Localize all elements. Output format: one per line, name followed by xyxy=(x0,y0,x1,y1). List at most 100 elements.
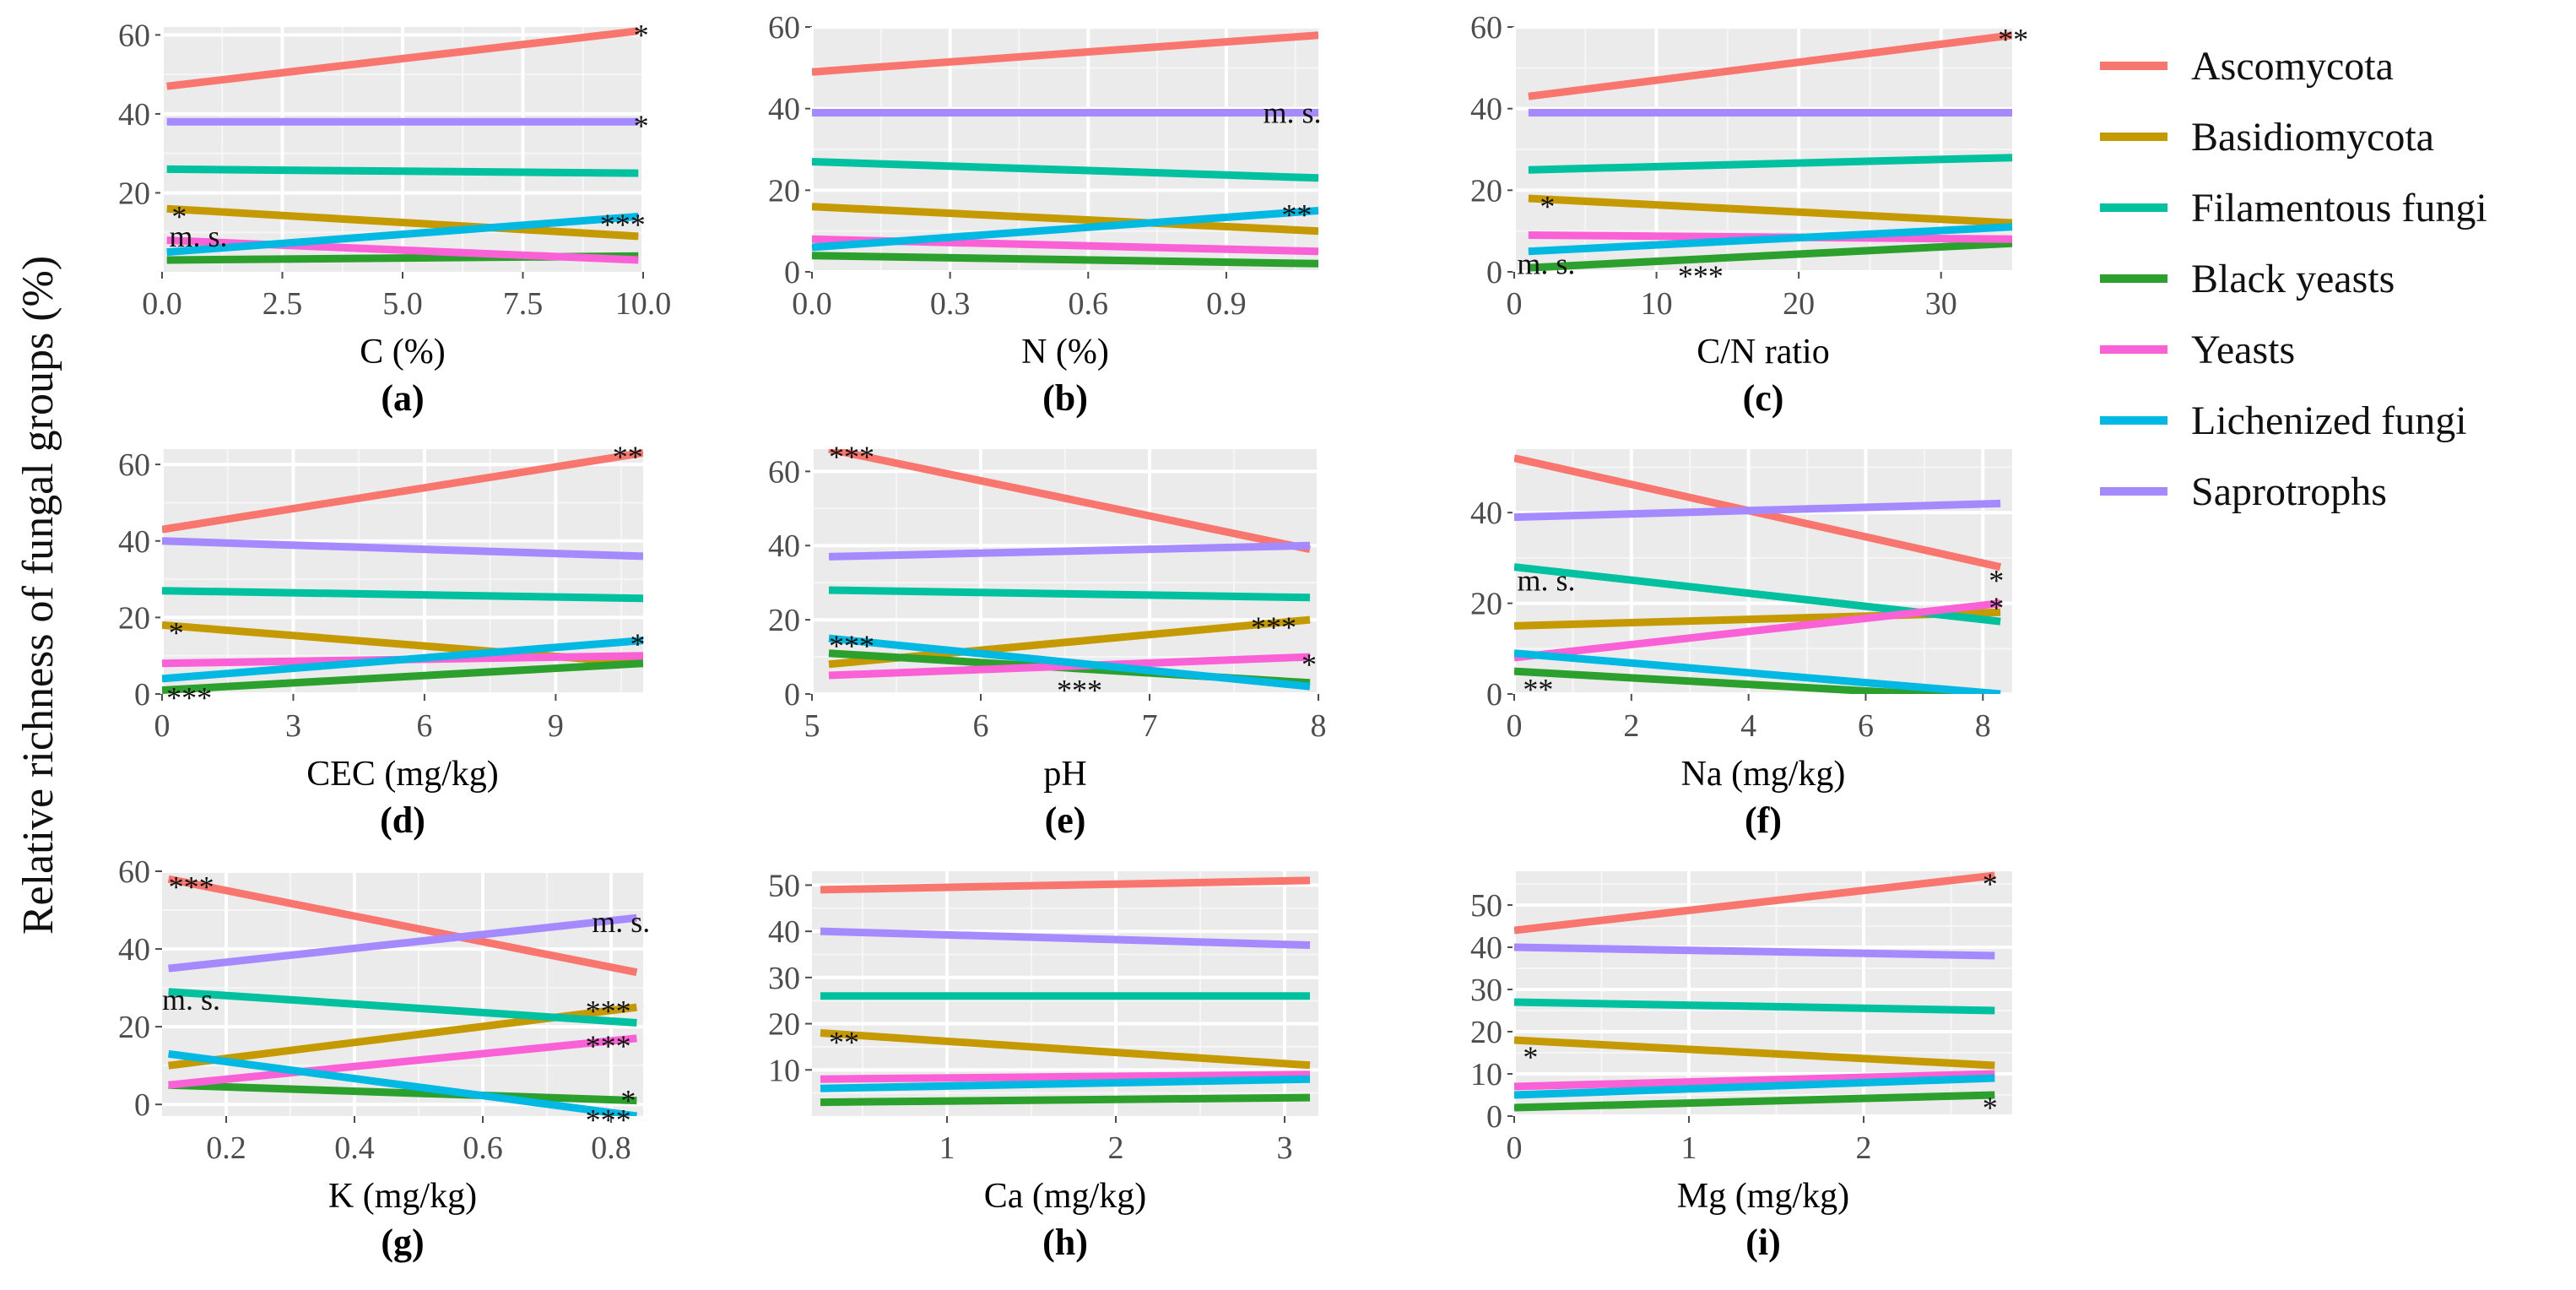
panel-label: (i) xyxy=(1745,1222,1781,1263)
legend-label: Lichenized fungi xyxy=(2191,398,2467,443)
y-tick-label: 20 xyxy=(118,176,150,211)
x-tick-label: 1 xyxy=(939,1130,955,1166)
series-line-yeasts xyxy=(168,1034,637,1089)
y-tick-label: 40 xyxy=(118,97,150,133)
significance-annotation: *** xyxy=(166,681,212,715)
y-tick-label: 40 xyxy=(118,932,150,968)
significance-annotation: ** xyxy=(1281,198,1312,231)
series-line-lichenized-fungi xyxy=(168,1049,637,1116)
x-tick-label: 9 xyxy=(548,708,564,744)
significance-annotation: ** xyxy=(1998,23,2028,57)
x-tick-label: 2.5 xyxy=(262,286,303,322)
panel-label: (g) xyxy=(381,1222,424,1263)
series-line-lichenized-fungi xyxy=(820,1075,1311,1092)
legend-item: Saprotrophs xyxy=(2100,469,2387,514)
series-line-black-yeasts xyxy=(1514,667,1988,694)
panel-label: (h) xyxy=(1042,1222,1088,1263)
y-tick-label: 50 xyxy=(1470,888,1502,924)
significance-annotation: ** xyxy=(1523,673,1553,707)
significance-annotation: *** xyxy=(586,1029,631,1063)
panel-9: 0 10 20 30 40 50 0 1 2 * * * Mg (mg/kg) (i) xyxy=(1470,867,2012,1263)
x-axis-label: Ca (mg/kg) xyxy=(984,1177,1146,1216)
series-line-lichenized-fungi xyxy=(162,637,643,683)
x-axis-label: Na (mg/kg) xyxy=(1681,755,1846,794)
series-line-saprotrophs xyxy=(820,927,1311,949)
series-line-filamentous-fungi xyxy=(162,587,643,603)
series-line-ascomycota xyxy=(1514,871,1995,935)
series-line-black-yeasts xyxy=(812,252,1318,268)
x-tick-label: 0.8 xyxy=(591,1130,631,1166)
series-line-filamentous-fungi xyxy=(1514,998,1995,1015)
significance-annotation: * xyxy=(630,627,645,661)
significance-annotation: * xyxy=(171,200,187,234)
significance-annotation: * xyxy=(1989,591,2004,625)
series-line-yeasts xyxy=(820,1070,1311,1083)
series-line-saprotrophs xyxy=(828,541,1311,561)
y-tick-label: 60 xyxy=(768,454,800,490)
legend-label: Saprotrophs xyxy=(2191,469,2387,514)
y-tick-label: 60 xyxy=(1470,10,1502,46)
significance-annotation: *** xyxy=(1057,674,1102,707)
legend-item: Ascomycota xyxy=(2100,44,2394,89)
series-line-black-yeasts xyxy=(162,659,643,694)
series-line-filamentous-fungi xyxy=(166,165,639,177)
series-line-saprotrophs xyxy=(168,913,637,973)
series-line-filamentous-fungi xyxy=(1528,154,2012,174)
y-tick-label: 20 xyxy=(768,603,800,638)
series-line-lichenized-fungi xyxy=(812,207,1318,252)
x-tick-label: 4 xyxy=(1740,708,1756,744)
y-tick-label: 40 xyxy=(768,92,800,127)
y-tick-label: 20 xyxy=(768,173,800,209)
x-tick-label: 0.4 xyxy=(334,1130,375,1166)
plot-background xyxy=(1514,449,2012,694)
x-tick-label: 0.2 xyxy=(206,1130,246,1166)
x-tick-label: 0 xyxy=(154,708,170,744)
legend: Ascomycota Basidiomycota Filamentous fungi… xyxy=(2100,44,2487,514)
series-line-lichenized-fungi xyxy=(1514,1074,1995,1099)
y-tick-label: 30 xyxy=(1470,973,1502,1008)
y-tick-label: 0 xyxy=(134,1087,150,1123)
series-line-black-yeasts xyxy=(1528,239,2012,272)
series-line-ascomycota xyxy=(1528,31,2012,100)
significance-annotation: m. s. xyxy=(592,905,650,939)
x-tick-label: 6 xyxy=(416,708,432,744)
x-tick-label: 0.6 xyxy=(1069,286,1109,322)
y-tick-label: 20 xyxy=(118,1010,150,1045)
legend-item: Lichenized fungi xyxy=(2100,398,2467,443)
significance-annotation: * xyxy=(620,1084,636,1118)
series-line-saprotrophs xyxy=(162,537,643,561)
legend-item: Black yeasts xyxy=(2100,257,2395,301)
y-tick-label: 10 xyxy=(768,1053,800,1088)
x-tick-label: 30 xyxy=(1925,286,1957,322)
significance-annotation: m. s. xyxy=(170,220,228,253)
series-line-ascomycota xyxy=(162,449,643,534)
significance-annotation: ** xyxy=(613,440,643,474)
legend-label: Ascomycota xyxy=(2191,44,2394,89)
y-tick-label: 60 xyxy=(768,10,800,46)
y-tick-label: 0 xyxy=(1486,255,1502,290)
y-tick-label: 10 xyxy=(1470,1057,1502,1092)
x-tick-label: 2 xyxy=(1856,1130,1872,1166)
panel-label: (f) xyxy=(1745,799,1782,841)
significance-annotation: * xyxy=(1540,190,1555,224)
panel-label: (e) xyxy=(1045,799,1086,841)
x-tick-label: 10 xyxy=(1641,286,1673,322)
x-axis-label: Mg (mg/kg) xyxy=(1677,1177,1849,1216)
x-tick-label: 8 xyxy=(1311,708,1327,744)
y-tick-label: 50 xyxy=(768,868,800,903)
x-tick-label: 7.5 xyxy=(503,286,544,322)
significance-annotation: *** xyxy=(169,870,214,903)
significance-annotation: *** xyxy=(586,1103,631,1137)
series-line-filamentous-fungi xyxy=(828,586,1311,602)
legend-label: Yeasts xyxy=(2191,328,2295,372)
y-tick-label: 0 xyxy=(134,677,150,713)
x-tick-label: 0.9 xyxy=(1206,286,1247,322)
significance-annotation: *** xyxy=(600,208,646,241)
series-line-black-yeasts xyxy=(168,1081,637,1105)
series-line-yeasts xyxy=(1514,599,2001,662)
x-axis-label: N (%) xyxy=(1021,333,1109,371)
panel-6: 0 20 40 0 2 4 6 8 ** m. s. ** Na (mg/kg) (f) xyxy=(1470,449,2012,841)
